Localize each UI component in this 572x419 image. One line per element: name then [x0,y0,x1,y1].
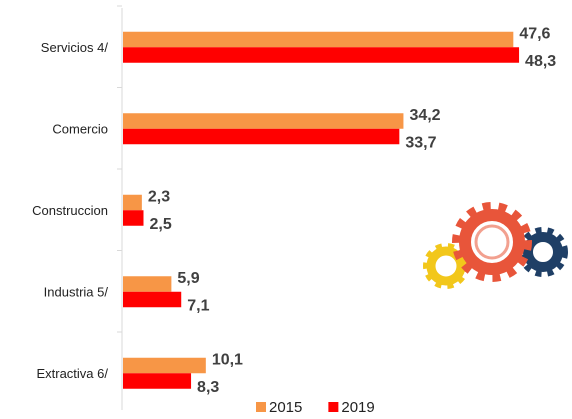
value-label: 33,7 [405,135,436,152]
category-label: Construccion [32,203,108,218]
value-label: 48,3 [525,53,556,70]
legend-swatch [256,402,266,412]
value-label: 2,5 [150,216,172,233]
category-label: Comercio [52,122,108,137]
value-label: 8,3 [197,379,219,396]
category-label: Servicios 4/ [41,40,109,55]
category-label: Industria 5/ [44,285,109,300]
value-label: 5,9 [177,270,199,287]
value-label: 34,2 [409,107,440,124]
bar [123,210,144,226]
gears-icon [426,206,565,286]
value-label: 10,1 [212,352,243,369]
value-label: 7,1 [187,298,209,315]
bar [123,113,403,129]
legend-label: 2015 [269,399,302,416]
chart: Servicios 4/47,6 48,3 Comercio 34,2 33,7 Cons… [0,0,572,419]
bar [123,32,513,48]
legend-swatch [328,402,338,412]
bar [123,195,142,211]
gear-navy [528,237,558,267]
gear-red-hub [476,226,508,258]
value-label: 2,3 [148,189,170,206]
bar [123,129,399,145]
value-label: 47,6 [519,26,550,43]
bar [123,373,191,389]
bar [123,292,181,308]
bar [123,358,206,374]
bar [123,276,171,292]
bar [123,47,519,63]
category-label: Extractiva 6/ [36,366,108,381]
page: Servicios 4/47,6 48,3 Comercio 34,2 33,7 Cons… [0,0,572,419]
legend-label: 2019 [341,399,374,416]
